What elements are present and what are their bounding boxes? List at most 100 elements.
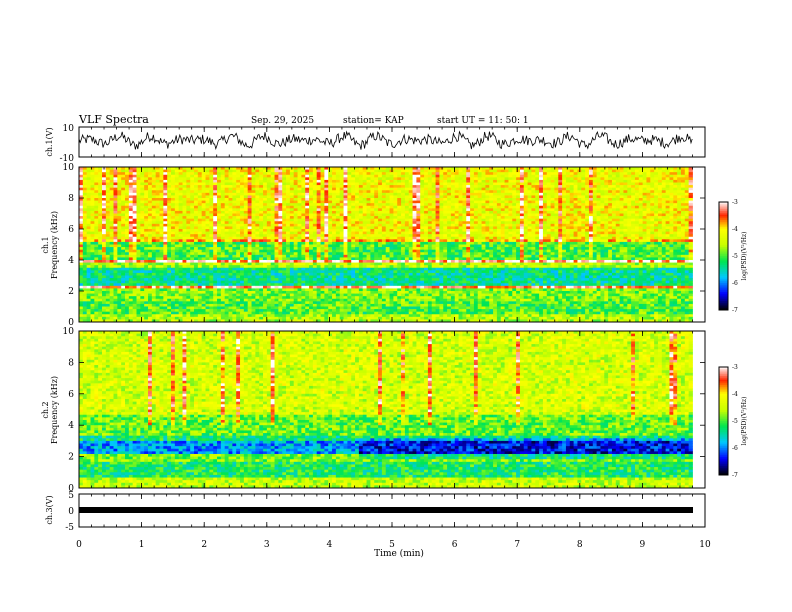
spectrogram-cell (393, 183, 397, 186)
spectrogram-cell (255, 219, 259, 222)
spectrogram-cell (340, 294, 344, 297)
spectrogram-cell (305, 170, 309, 173)
spectrogram-cell (221, 188, 225, 191)
spectrogram-cell (198, 206, 202, 209)
spectrogram-cell (390, 276, 394, 279)
spectrogram-cell (114, 237, 118, 240)
spectrogram-cell (140, 276, 144, 279)
spectrogram-cell (374, 304, 378, 307)
spectrogram-cell (209, 268, 213, 271)
spectrogram-cell (255, 183, 259, 186)
spectrogram-cell (252, 288, 256, 291)
spectrogram-cell (106, 226, 110, 229)
spectrogram-cell (244, 309, 248, 312)
spectrogram-cell (209, 180, 213, 183)
figure-title: VLF Spectra (78, 113, 149, 126)
spectrogram-cell (79, 232, 83, 235)
spectrogram-cell (148, 296, 152, 299)
spectrogram-cell (370, 188, 374, 191)
spectrogram-cell (282, 234, 286, 237)
spectrogram-cell (121, 239, 125, 242)
spectrogram-cell (252, 185, 256, 188)
spectrogram-cell (359, 234, 363, 237)
spectrogram-cell (347, 214, 351, 217)
spectrogram-cell (98, 309, 102, 312)
spectrogram-cell (160, 188, 164, 191)
spectrogram-cell (144, 252, 148, 255)
spectrogram-cell (156, 232, 160, 235)
spectrogram-cell (286, 195, 290, 198)
spectrogram-cell (171, 221, 175, 224)
spectrogram-cell (336, 185, 340, 188)
spectrogram-cell (202, 257, 206, 260)
spectrogram-cell (114, 299, 118, 302)
spectrogram-cell (110, 245, 114, 248)
spectrogram-cell (140, 245, 144, 248)
spectrogram-cell (347, 219, 351, 222)
spectrogram-cell (393, 294, 397, 297)
spectrogram-cell (87, 255, 91, 258)
spectrogram-cell (148, 214, 152, 217)
spectrogram-cell (213, 214, 217, 217)
spectrogram-cell (209, 190, 213, 193)
spectrogram-cell (144, 193, 148, 196)
spectrogram-cell (393, 221, 397, 224)
spectrogram-cell (298, 247, 302, 250)
spectrogram-cell (121, 255, 125, 258)
spectrogram-cell (321, 268, 325, 271)
spectrogram-cell (117, 307, 121, 310)
spectrogram-cell (229, 283, 233, 286)
spectrogram-cell (374, 180, 378, 183)
spectrogram-cell (248, 190, 252, 193)
spectrogram-cell (190, 226, 194, 229)
spectrogram-cell (255, 265, 259, 268)
spectrogram-cell (313, 260, 317, 263)
spectrogram-cell (263, 234, 267, 237)
spectrogram-cell (94, 175, 98, 178)
spectrogram-cell (340, 190, 344, 193)
spectrogram-cell (213, 229, 217, 232)
spectrogram-cell (209, 314, 213, 317)
spectrogram-cell (106, 185, 110, 188)
spectrogram-cell (213, 276, 217, 279)
spectrogram-cell (91, 239, 95, 242)
spectrogram-cell (248, 206, 252, 209)
spectrogram-cell (259, 219, 263, 222)
spectrogram-cell (163, 206, 167, 209)
spectrogram-cell (309, 211, 313, 214)
spectrogram-cell (163, 216, 167, 219)
spectrogram-cell (267, 177, 271, 180)
spectrogram-cell (286, 183, 290, 186)
spectrogram-cell (217, 301, 221, 304)
spectrogram-cell (217, 239, 221, 242)
spectrogram-cell (106, 260, 110, 263)
spectrogram-cell (232, 304, 236, 307)
spectrogram-cell (275, 229, 279, 232)
spectrogram-cell (271, 201, 275, 204)
spectrogram-cell (186, 175, 190, 178)
spectrogram-cell (390, 221, 394, 224)
spectrogram-cell (321, 257, 325, 260)
spectrogram-cell (294, 294, 298, 297)
spectrogram-cell (332, 288, 336, 291)
spectrogram-cell (190, 211, 194, 214)
spectrogram-cell (321, 206, 325, 209)
spectrogram-cell (290, 278, 294, 281)
spectrogram-cell (252, 195, 256, 198)
spectrogram-cell (240, 221, 244, 224)
spectrogram-cell (267, 250, 271, 253)
spectrogram-cell (286, 270, 290, 273)
spectrogram-cell (324, 301, 328, 304)
spectrogram-cell (386, 314, 390, 317)
spectrogram-cell (213, 312, 217, 315)
spectrogram-cell (378, 265, 382, 268)
spectrogram-cell (294, 216, 298, 219)
spectrogram-cell (336, 234, 340, 237)
spectrogram-cell (144, 314, 148, 317)
spectrogram-cell (317, 183, 321, 186)
spectrogram-cell (198, 193, 202, 196)
spectrogram-cell (351, 216, 355, 219)
spectrogram-cell (309, 281, 313, 284)
spectrogram-cell (209, 276, 213, 279)
spectrogram-cell (79, 229, 83, 232)
